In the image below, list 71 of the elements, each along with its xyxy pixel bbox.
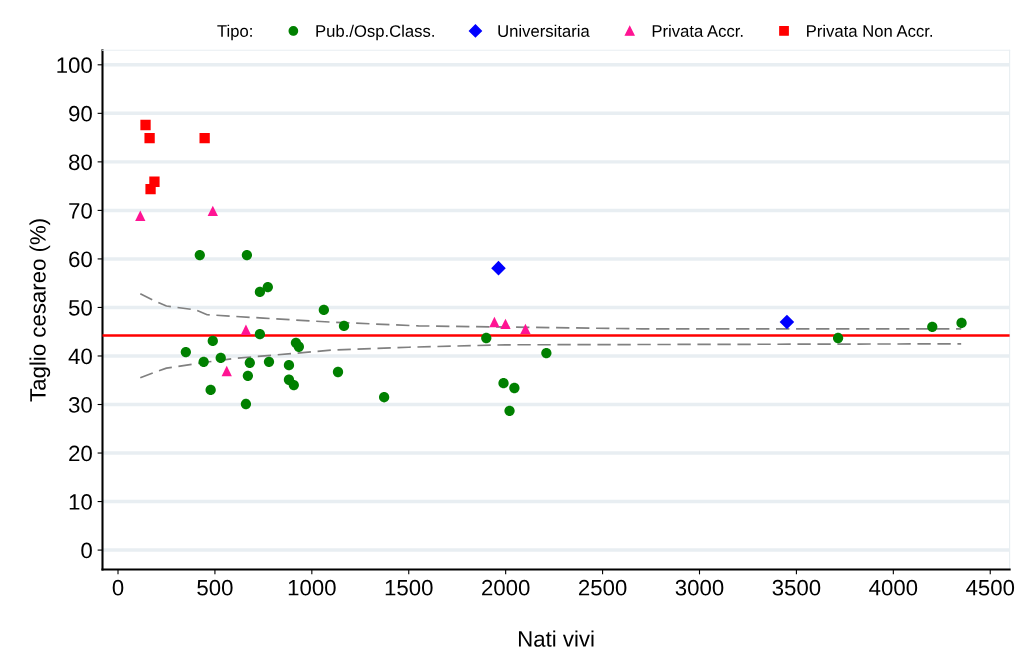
point [207,335,218,347]
x-tick-label: 1000 [288,579,336,596]
point [481,332,492,344]
point [489,316,500,328]
point [180,346,191,358]
x-axis-title: Nati vivi [518,630,594,647]
y-tick-label: 50 [68,299,92,316]
y-tick-label: 100 [57,57,92,74]
point [207,205,218,217]
point [198,356,209,367]
y-tick-label: 90 [69,105,92,122]
point [135,210,146,221]
y-tick-label: 60 [69,251,92,268]
point [205,384,216,396]
x-tick-label: 3000 [675,579,724,596]
point [541,347,552,359]
point [240,398,252,410]
y-tick-label: 10 [69,494,92,510]
point [244,357,255,368]
point [288,379,299,391]
point [144,132,155,144]
point [242,370,254,382]
y-tick-label: 0 [81,542,92,559]
y-tick-label: 30 [68,397,92,413]
point [927,321,938,333]
x-tick-label: 500 [197,579,233,596]
point [332,366,344,378]
x-tick-label: 2500 [578,579,627,596]
point [520,323,531,334]
point [378,392,390,403]
point [504,405,515,416]
legend-title: Tipo: [217,24,252,41]
point [318,304,329,316]
legend-label: Pub./Osp.Class. [316,24,434,41]
point [338,320,350,332]
point [283,360,295,371]
x-tick-label: 1500 [385,579,433,596]
point [509,382,520,394]
x-tick-label: 0 [112,579,124,596]
point [240,324,252,335]
legend-label: Privata Accr. [652,24,743,37]
point [215,352,226,364]
point [293,341,304,352]
point [262,281,273,293]
point [779,314,795,330]
y-tick-label: 80 [69,154,92,171]
point [254,328,266,340]
point [491,260,506,276]
y-axis-title: Taglio cesareo (%) [29,219,51,402]
x-tick-label: 3500 [772,579,821,596]
legend-label: Privata Non Accr. [807,24,932,37]
line-series [139,343,963,379]
point [145,183,156,195]
point [194,249,205,261]
legend-label: Universitaria [498,24,590,37]
x-tick-label: 4000 [869,579,918,596]
point [956,317,967,329]
point [221,365,232,377]
y-tick-label: 40 [68,348,92,365]
point [254,286,266,298]
x-tick-label: 4500 [966,579,1015,596]
x-tick-label: 2000 [482,579,530,596]
point [498,378,509,389]
point [140,119,151,131]
point [241,249,253,261]
point [832,332,844,344]
y-tick-label: 20 [69,445,92,462]
point [500,318,511,330]
point [263,356,275,367]
y-tick-label: 70 [69,202,92,219]
point [199,132,210,144]
